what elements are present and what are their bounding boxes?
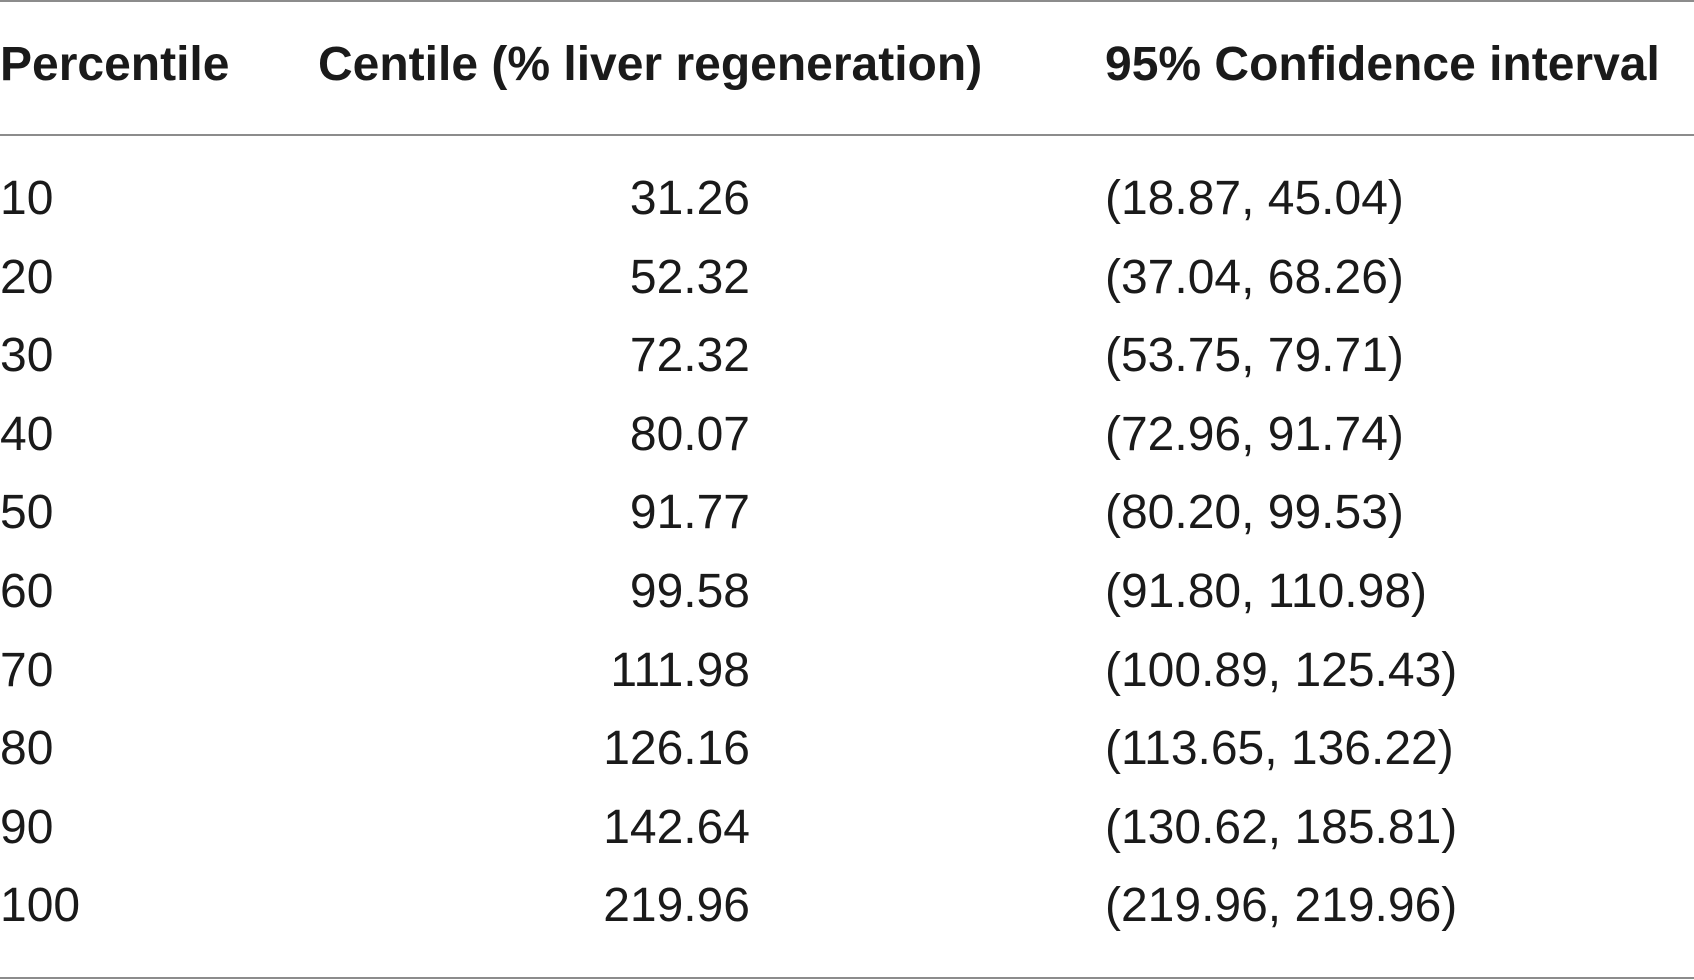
table-header-rule: [0, 134, 1694, 136]
cell-percentile: 50: [0, 486, 54, 540]
table-row: 90 142.64 (130.62, 185.81): [0, 789, 1694, 868]
table-body: 10 31.26 (18.87, 45.04) 20 52.32 (37.04,…: [0, 160, 1694, 946]
cell-confidence-interval: (100.89, 125.43): [1105, 643, 1458, 697]
table-row: 80 126.16 (113.65, 136.22): [0, 710, 1694, 789]
header-centile: Centile (% liver regeneration): [318, 38, 983, 91]
cell-centile: 99.58: [629, 564, 750, 618]
cell-centile: 91.77: [629, 486, 750, 540]
table-bottom-rule: [0, 977, 1694, 979]
cell-percentile: 20: [0, 250, 54, 304]
cell-centile: 80.07: [629, 407, 750, 461]
cell-percentile: 40: [0, 407, 54, 461]
table-row: 60 99.58 (91.80, 110.98): [0, 553, 1694, 632]
cell-confidence-interval: (72.96, 91.74): [1105, 407, 1404, 461]
header-confidence-interval: 95% Confidence interval: [1105, 38, 1660, 91]
cell-percentile: 90: [0, 800, 54, 854]
cell-centile: 72.32: [629, 329, 750, 383]
table-top-rule: [0, 0, 1694, 2]
table-row: 30 72.32 (53.75, 79.71): [0, 317, 1694, 396]
cell-percentile: 80: [0, 722, 54, 776]
header-percentile: Percentile: [0, 38, 230, 91]
cell-confidence-interval: (37.04, 68.26): [1105, 250, 1404, 304]
cell-confidence-interval: (80.20, 99.53): [1105, 486, 1404, 540]
cell-confidence-interval: (91.80, 110.98): [1105, 564, 1428, 618]
cell-percentile: 60: [0, 564, 54, 618]
table-row: 40 80.07 (72.96, 91.74): [0, 396, 1694, 475]
cell-centile: 142.64: [603, 800, 750, 854]
cell-centile: 219.96: [603, 879, 750, 933]
table-row: 20 52.32 (37.04, 68.26): [0, 239, 1694, 318]
cell-centile: 52.32: [629, 250, 750, 304]
cell-percentile: 30: [0, 329, 54, 383]
table-row: 10 31.26 (18.87, 45.04): [0, 160, 1694, 239]
cell-confidence-interval: (130.62, 185.81): [1105, 800, 1458, 854]
cell-centile: 31.26: [629, 172, 750, 225]
cell-percentile: 100: [0, 879, 81, 933]
cell-confidence-interval: (113.65, 136.22): [1105, 722, 1454, 776]
cell-centile: 111.98: [610, 643, 750, 697]
cell-centile: 126.16: [603, 722, 750, 776]
table-row: 70 111.98 (100.89, 125.43): [0, 632, 1694, 711]
cell-percentile: 10: [0, 172, 54, 225]
table-header-row: Percentile Centile (% liver regeneration…: [0, 30, 1694, 100]
cell-confidence-interval: (53.75, 79.71): [1105, 329, 1404, 383]
table-row: 50 91.77 (80.20, 99.53): [0, 474, 1694, 553]
cell-percentile: 70: [0, 643, 54, 697]
cell-confidence-interval: (219.96, 219.96): [1105, 879, 1458, 933]
table-row: 100 219.96 (219.96, 219.96): [0, 867, 1694, 946]
cell-confidence-interval: (18.87, 45.04): [1105, 172, 1404, 225]
